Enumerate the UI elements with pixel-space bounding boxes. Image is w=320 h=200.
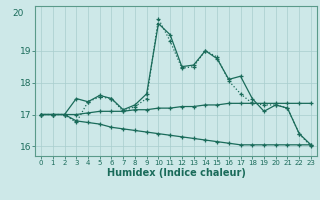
Text: 20: 20 xyxy=(12,9,23,18)
X-axis label: Humidex (Indice chaleur): Humidex (Indice chaleur) xyxy=(107,168,245,178)
